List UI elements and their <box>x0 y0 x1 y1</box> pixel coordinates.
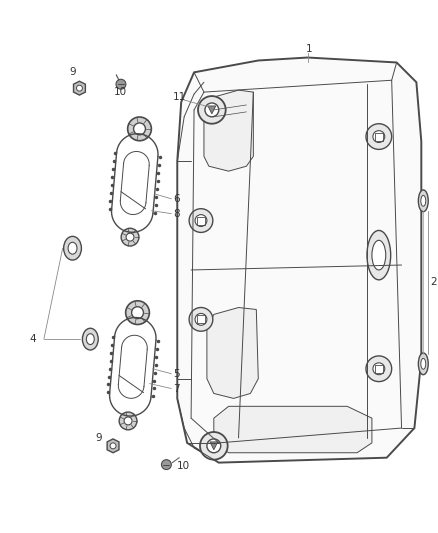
Circle shape <box>373 363 385 375</box>
Polygon shape <box>207 308 258 398</box>
Ellipse shape <box>372 240 386 270</box>
Circle shape <box>200 432 228 459</box>
Circle shape <box>198 96 226 124</box>
Ellipse shape <box>86 334 94 344</box>
Ellipse shape <box>64 236 81 260</box>
Text: 4: 4 <box>29 334 35 344</box>
Circle shape <box>195 313 207 325</box>
Ellipse shape <box>421 358 426 369</box>
Polygon shape <box>214 406 372 453</box>
Circle shape <box>134 123 145 135</box>
Bar <box>197 316 205 324</box>
Text: 6: 6 <box>173 194 180 204</box>
Circle shape <box>126 301 149 325</box>
Text: 8: 8 <box>173 208 180 219</box>
Polygon shape <box>210 442 218 450</box>
Circle shape <box>366 356 392 382</box>
Ellipse shape <box>418 190 428 212</box>
Ellipse shape <box>68 243 77 254</box>
Polygon shape <box>177 58 421 463</box>
Circle shape <box>207 439 221 453</box>
Text: 7: 7 <box>173 384 180 393</box>
Circle shape <box>116 79 126 89</box>
Ellipse shape <box>421 196 426 206</box>
Circle shape <box>189 308 213 331</box>
Polygon shape <box>107 439 119 453</box>
Circle shape <box>77 85 82 91</box>
Ellipse shape <box>418 353 428 375</box>
Circle shape <box>110 443 116 449</box>
Text: 2: 2 <box>430 277 437 287</box>
Text: 9: 9 <box>95 433 102 443</box>
Ellipse shape <box>367 230 391 280</box>
Text: 11: 11 <box>173 92 187 102</box>
Text: 5: 5 <box>173 369 180 379</box>
Circle shape <box>119 412 137 430</box>
Polygon shape <box>204 90 253 171</box>
Bar <box>197 216 205 224</box>
Circle shape <box>124 417 132 425</box>
Circle shape <box>126 233 134 241</box>
Text: 10: 10 <box>113 87 127 97</box>
Text: 1: 1 <box>306 44 312 54</box>
Bar <box>375 133 383 141</box>
Circle shape <box>121 228 139 246</box>
Ellipse shape <box>82 328 98 350</box>
Bar <box>375 365 383 373</box>
Polygon shape <box>74 81 85 95</box>
Polygon shape <box>208 106 216 114</box>
Text: 9: 9 <box>69 67 76 77</box>
Circle shape <box>195 215 207 227</box>
Circle shape <box>189 209 213 232</box>
Text: 10: 10 <box>177 461 191 471</box>
Circle shape <box>366 124 392 149</box>
Circle shape <box>131 306 144 319</box>
Circle shape <box>127 117 152 141</box>
Circle shape <box>373 131 385 142</box>
Circle shape <box>162 459 171 470</box>
Circle shape <box>205 103 219 117</box>
